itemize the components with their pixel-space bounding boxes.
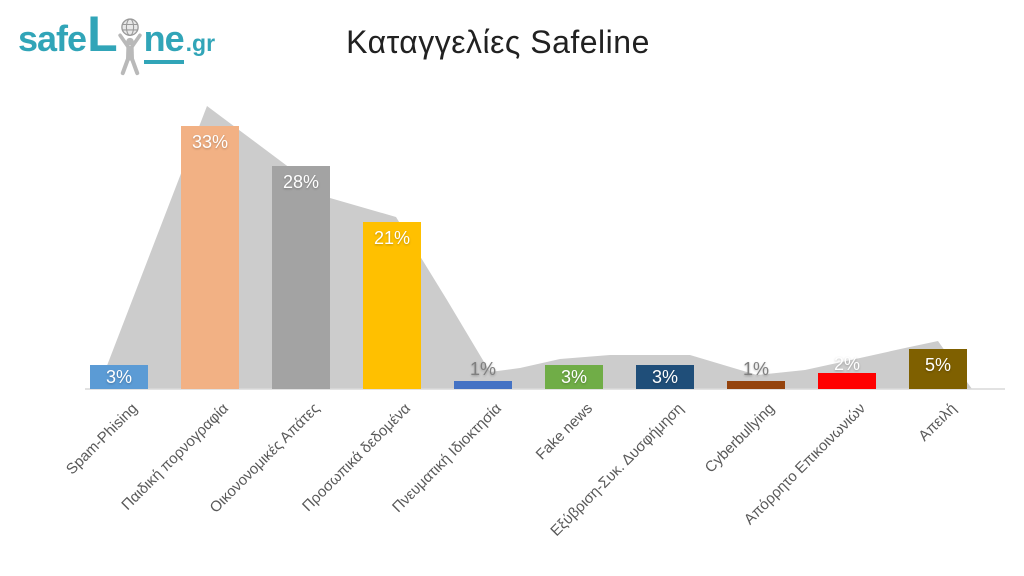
logo-person-globe-icon <box>117 18 142 76</box>
logo-text-ne: ne <box>143 18 185 64</box>
bar-4 <box>454 381 512 389</box>
bar-2 <box>272 166 330 389</box>
data-label-4: 1% <box>469 359 496 379</box>
logo-text-safe: safe <box>18 18 87 59</box>
bar-6 <box>636 365 694 389</box>
data-label-7: 1% <box>742 359 769 379</box>
bar-0 <box>90 365 148 389</box>
bar-7 <box>727 381 785 389</box>
data-label-2: 28% <box>282 172 320 192</box>
bar-1 <box>181 126 239 389</box>
data-label-6: 3% <box>651 367 678 387</box>
data-label-8: 2% <box>833 354 860 374</box>
bar-8 <box>818 373 876 389</box>
data-label-0: 3% <box>105 367 132 387</box>
logo-text-l: L <box>87 6 118 62</box>
safeline-logo: safe L ne .gr <box>18 6 216 80</box>
bar-9 <box>909 349 967 389</box>
data-label-9: 5% <box>924 355 951 375</box>
data-label-3: 21% <box>373 228 411 248</box>
bar-3 <box>363 222 421 389</box>
logo-text-gr: .gr <box>185 30 216 56</box>
data-label-5: 3% <box>560 367 587 387</box>
chart-title: Καταγγελίες Safeline <box>346 24 650 60</box>
data-label-1: 33% <box>191 132 229 152</box>
bar-5 <box>545 365 603 389</box>
